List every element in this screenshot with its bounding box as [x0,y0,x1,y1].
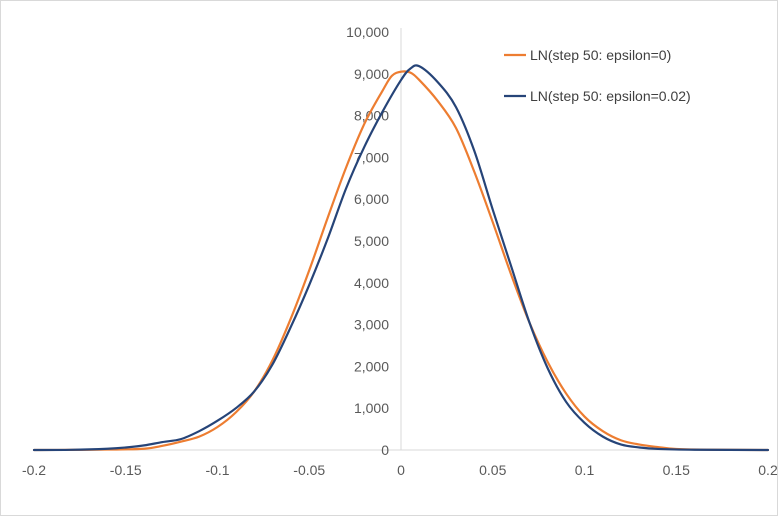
y-tick-label: 0 [381,442,389,458]
y-tick-label: 8,000 [354,108,389,124]
legend-label-series-1: LN(step 50: epsilon=0) [530,47,671,63]
x-tick-label: -0.2 [22,462,46,478]
y-tick-label: 9,000 [354,66,389,82]
y-tick-label: 1,000 [354,400,389,416]
series-line-2 [32,64,770,452]
x-tick-label: 0.15 [663,462,690,478]
legend: LN(step 50: epsilon=0) LN(step 50: epsil… [504,47,691,104]
x-tick-label: -0.1 [205,462,229,478]
y-tick-label: 4,000 [354,275,389,291]
y-tick-label: 5,000 [354,233,389,249]
y-tick-label: 7,000 [354,149,389,165]
x-tick-label: -0.05 [293,462,325,478]
x-tick-label: 0.1 [575,462,595,478]
y-tick-label: 2,000 [354,358,389,374]
series-layer [32,64,770,452]
y-tick-label: 10,000 [346,24,389,40]
x-tick-label: 0.05 [479,462,506,478]
x-tick-label: 0 [397,462,405,478]
legend-label-series-2: LN(step 50: epsilon=0.02) [530,88,691,104]
y-tick-label: 3,000 [354,317,389,333]
y-axis: 0 1,000 2,000 3,000 4,000 5,000 6,000 7,000 8,00… [346,24,402,458]
x-tick-label: -0.15 [110,462,142,478]
y-tick-label: 6,000 [354,191,389,207]
series-line-1 [32,70,770,452]
x-tick-label: 0.2 [758,462,778,478]
x-axis: -0.2 -0.15 -0.1 -0.05 0 0.05 0.1 0.15 0.2 [22,449,778,478]
